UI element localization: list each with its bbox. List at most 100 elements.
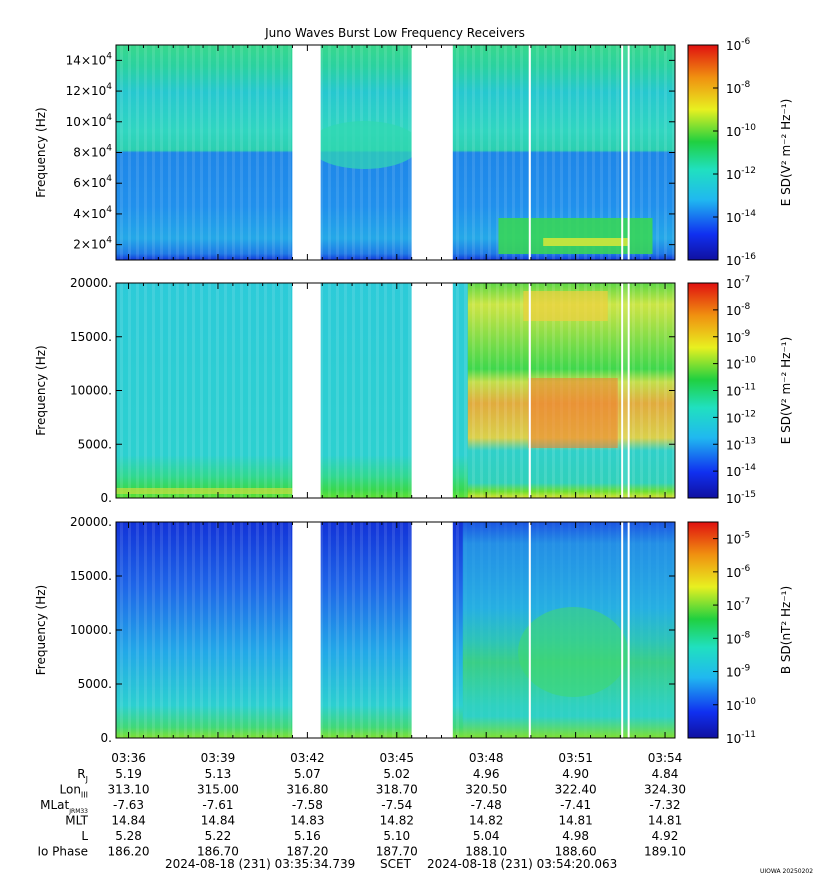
colorbar-label: E SD(V² m⁻² Hz⁻¹) [779,337,793,445]
ephemeris-value: 5.07 [294,767,321,781]
colorbar-tick-label: 10-8 [726,630,751,646]
footer-stamp: UIOWA 20250202 [760,868,813,875]
data-gap [292,521,321,739]
colorbar-tick-label: 10-10 [726,356,756,372]
ephemeris-value: 4.96 [473,767,500,781]
ephemeris-label: RJ [77,767,88,784]
ephemeris-value: 14.82 [469,814,503,828]
colorbar-bottom [687,521,719,739]
colorbar-tick-label: 10-16 [726,252,756,268]
ephemeris-value: 324.30 [644,783,686,797]
ephemeris-label: Io Phase [37,845,88,859]
colorbar-label: E SD(V² m⁻² Hz⁻¹) [779,99,793,207]
data-dropout-line [621,522,624,738]
ephemeris-value: 14.84 [111,814,145,828]
y-tick-label: 5000. [78,437,112,451]
ephemeris-value: 5.28 [115,829,142,843]
ephemeris-value: 187.20 [286,845,328,859]
y-tick-label: 5000. [78,677,112,691]
ephemeris-value: 318.70 [376,783,418,797]
ephemeris-value: -7.61 [202,798,233,812]
ephemeris-value: 315.00 [197,783,239,797]
y-tick-label: 20000. [70,515,112,529]
colorbar-top [687,44,719,261]
colorbar-tick-label: 10-10 [726,123,756,139]
ephemeris-value: 320.50 [465,783,507,797]
ephemeris-value: -7.54 [381,798,412,812]
colorbar-tick-label: 10-12 [726,409,756,425]
ephemeris-value: 5.22 [205,829,232,843]
colorbar-tick-label: 10-9 [726,664,751,680]
y-tick-label: 20000. [70,276,112,290]
y-tick-label: 4×104 [73,205,112,221]
ephemeris-table: RJ 5.19 5.13 5.07 5.02 4.96 4.90 4.84 LonIII 313.… [37,767,686,859]
colorbar-label: B SD(nT² Hz⁻¹) [779,586,793,674]
y-tick-label: 15000. [70,569,112,583]
y-tick-label: 2×104 [73,236,112,252]
ephemeris-value: 186.70 [197,845,239,859]
footer-scet-label: SCET [380,857,412,871]
ephemeris-value: 4.84 [652,767,679,781]
y-tick-label: 12×104 [66,82,113,98]
ephemeris-value: 188.60 [555,845,597,859]
colorbar-tick-label: 10-8 [726,302,751,318]
emission-upper [523,291,608,321]
data-dropout-line [627,283,630,498]
low-freq-band-left [116,488,293,494]
y-tick-label: 10000. [70,623,112,637]
emission-blob [518,607,629,697]
panel-bottom: 0. 5000. 10000. 15000. 20000. Frequency (Hz) 1… [34,515,793,746]
time-tick-label: 03:36 [111,751,146,765]
emission-core [528,378,618,448]
ephemeris-value: 5.04 [473,829,500,843]
ephemeris-value: -7.63 [113,798,144,812]
y-axis-label: Frequency (Hz) [34,585,48,676]
ephemeris-value: 4.90 [562,767,589,781]
y-axis-label: Frequency (Hz) [34,107,48,198]
ephemeris-value: 14.84 [201,814,235,828]
y-tick-label: 10×104 [66,113,113,129]
time-tick-label: 03:48 [469,751,504,765]
ephemeris-value: 322.40 [555,783,597,797]
ephemeris-value: 5.19 [115,767,142,781]
ephemeris-value: 5.10 [383,829,410,843]
ephemeris-value: 14.82 [380,814,414,828]
data-dropout-line [528,283,531,498]
ephemeris-value: 4.92 [652,829,679,843]
ephemeris-value: 188.10 [465,845,507,859]
y-tick-label: 0. [101,491,112,505]
ephemeris-value: 5.16 [294,829,321,843]
time-tick-label: 03:45 [379,751,414,765]
ephemeris-value: 189.10 [644,845,686,859]
data-dropout-line [621,283,624,498]
ephemeris-value: 5.02 [383,767,410,781]
time-tick-label: 03:39 [201,751,236,765]
time-tick-label: 03:51 [558,751,593,765]
ephemeris-value: 14.81 [558,814,592,828]
ephemeris-value: 186.20 [108,845,150,859]
colorbar-tick-label: 10-5 [726,531,750,547]
data-dropout-line [528,522,531,738]
ephemeris-label: MLatJRM33 [40,798,88,815]
time-tick-label: 03:54 [648,751,683,765]
ephemeris-value: -7.41 [560,798,591,812]
ephemeris-label: L [81,829,88,843]
data-dropout-line [627,45,630,260]
data-gap [292,282,321,499]
ephemeris-label: LonIII [60,783,89,800]
panel-middle: 0. 5000. 10000. 15000. 20000. Frequency (Hz) 1… [34,275,793,506]
data-dropout-line [528,45,531,260]
ephemeris-label: MLT [65,814,88,828]
colorbar-tick-label: 10-9 [726,329,751,345]
colorbar-tick-label: 10-13 [726,436,756,452]
y-tick-label: 15000. [70,330,112,344]
ephemeris-value: -7.58 [292,798,323,812]
panel-top: 2×104 4×104 6×104 8×104 10×104 12×104 14×104 Fr… [34,37,793,268]
footer-end-time: 2024-08-18 (231) 03:54:20.063 [427,857,617,871]
y-tick-label: 14×104 [66,51,113,67]
colorbar-tick-label: 10-8 [726,80,751,96]
emission-band-low-peak [543,238,628,246]
colorbar-tick-label: 10-7 [726,597,750,613]
colorbar-tick-label: 10-6 [726,564,751,580]
